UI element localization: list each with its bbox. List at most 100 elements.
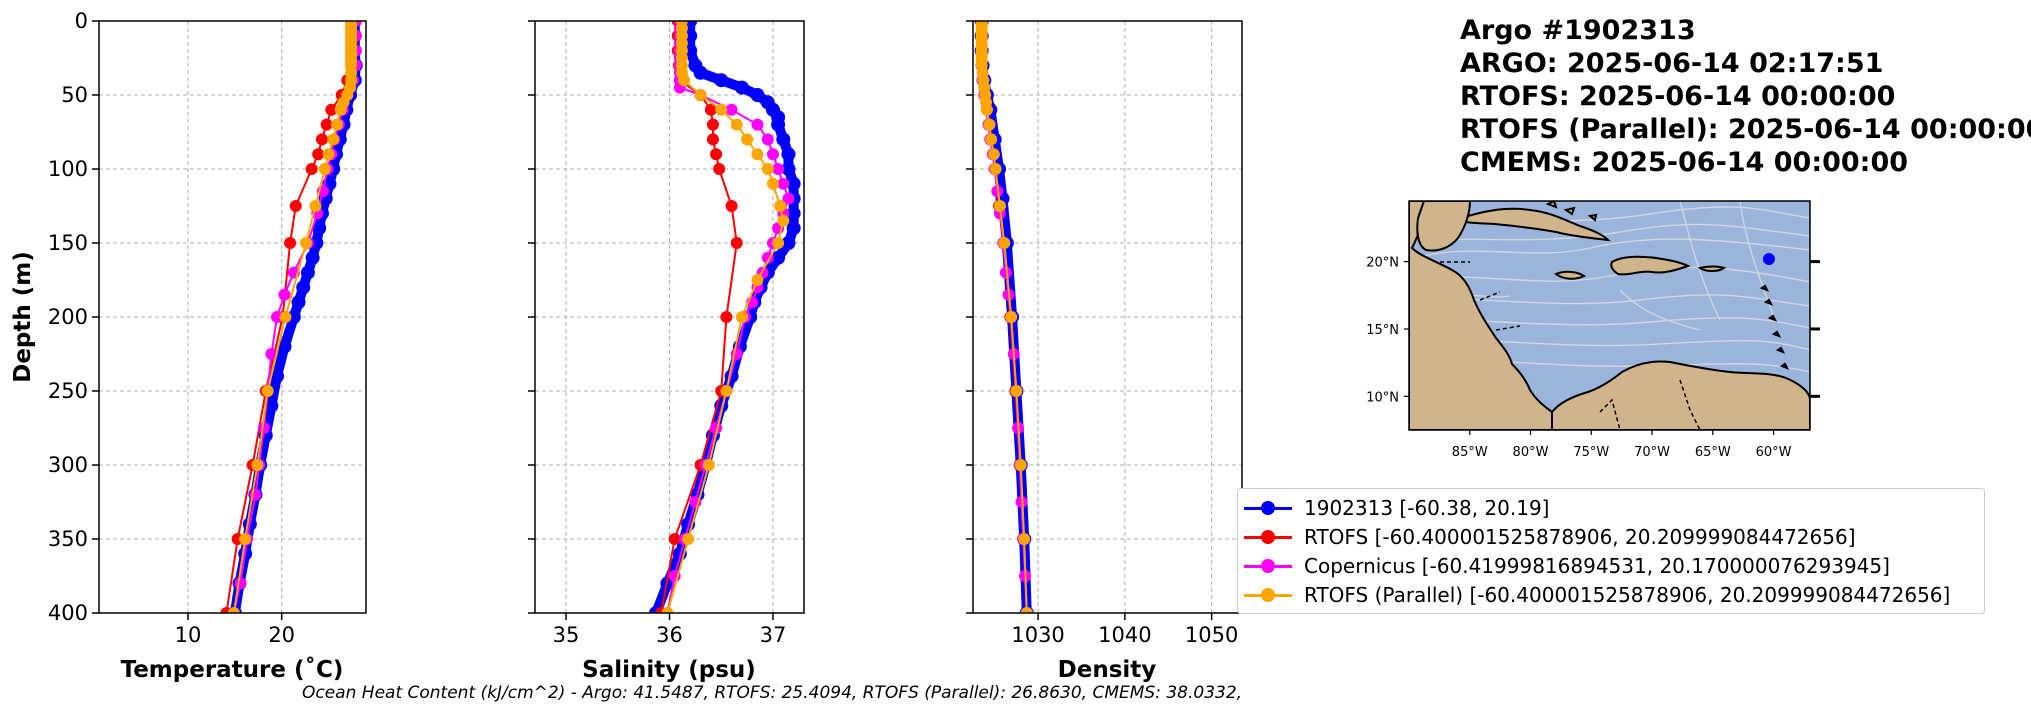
data-point	[761, 163, 774, 175]
map-borders	[1440, 261, 1701, 430]
data-point	[761, 133, 774, 146]
data-point	[305, 250, 320, 265]
data-point	[985, 133, 998, 146]
data-point	[730, 118, 743, 131]
data-point	[694, 89, 707, 101]
salinity-panel: 35 36 37 Salinity (psu)	[528, 20, 805, 683]
data-point	[327, 133, 340, 146]
data-point	[277, 339, 292, 354]
map-lon-label: 70°W	[1634, 445, 1670, 460]
data-point	[322, 148, 335, 161]
data-point	[300, 237, 313, 249]
data-point	[776, 132, 791, 147]
y-tick-label: 150	[48, 231, 88, 255]
data-point	[751, 148, 764, 161]
data-point	[772, 237, 785, 249]
legend-symbol	[1244, 498, 1292, 518]
data-point	[300, 265, 315, 280]
data-point	[286, 310, 301, 324]
salinity-ticks: 35 36 37	[528, 20, 786, 647]
data-point	[264, 398, 279, 413]
rtofs-parallel-time: RTOFS (Parallel): 2025-06-14 00:00:00	[1460, 114, 2031, 145]
x-tick-label: 1030	[1011, 623, 1064, 647]
data-point	[251, 459, 264, 471]
data-point	[312, 221, 327, 236]
legend-label: RTOFS [-60.400001525878906, 20.209999084…	[1304, 524, 1856, 549]
series-rtofs-parallel-	[975, 21, 1033, 613]
data-point	[781, 147, 796, 162]
legend-item-argo: 1902313 [-60.38, 20.19]	[1244, 493, 1984, 522]
data-point	[771, 117, 786, 132]
density-panel: 1030 1040 1050 Density	[966, 20, 1243, 683]
data-point	[730, 237, 743, 249]
data-point	[998, 237, 1011, 249]
data-point	[227, 607, 240, 613]
data-point	[766, 148, 779, 161]
data-point	[786, 221, 801, 236]
density-xlabel: Density	[1058, 657, 1157, 683]
data-point	[289, 200, 302, 212]
map-lon-label: 75°W	[1573, 445, 1609, 460]
density-series	[974, 21, 1034, 613]
y-tick-label: 100	[48, 157, 88, 181]
data-point	[720, 385, 733, 397]
data-point	[325, 103, 338, 116]
data-point	[980, 103, 993, 116]
data-point	[682, 533, 695, 545]
x-tick-label: 1040	[1098, 623, 1151, 647]
data-point	[271, 311, 283, 323]
data-point	[781, 236, 796, 250]
data-point	[987, 148, 1000, 161]
x-tick-label: 10	[175, 623, 202, 647]
cmems-time: CMEMS: 2025-06-14 00:00:00	[1460, 147, 1909, 178]
legend-symbol	[1244, 556, 1292, 576]
series-rtofs-parallel-	[661, 21, 790, 613]
density-ticks: 1030 1040 1050	[966, 20, 1238, 647]
data-point	[766, 177, 779, 190]
data-point	[741, 133, 754, 146]
legend-item-rtofs: RTOFS [-60.400001525878906, 20.209999084…	[1244, 522, 1984, 551]
data-point	[291, 295, 306, 310]
series-rtofs-parallel-	[227, 21, 358, 613]
map-ticks: 85°W 80°W 75°W 70°W 65°W 60°W 10°N 15°N 20°N	[1366, 256, 1820, 460]
legend-label: 1902313 [-60.38, 20.19]	[1304, 495, 1550, 520]
data-point	[751, 274, 764, 286]
data-point	[771, 250, 786, 265]
x-tick-label: 35	[553, 623, 580, 647]
data-point	[318, 163, 331, 175]
map-lat-label: 20°N	[1366, 256, 1399, 271]
map-lat-label: 15°N	[1366, 323, 1399, 338]
data-point	[334, 103, 347, 116]
legend-symbol	[1244, 527, 1292, 547]
y-tick-label: 300	[48, 453, 88, 477]
data-point	[735, 311, 748, 323]
data-point	[257, 422, 270, 434]
data-point	[714, 73, 729, 88]
y-tick-label: 350	[48, 527, 88, 551]
data-point	[786, 206, 801, 221]
data-point	[279, 311, 292, 323]
map-land	[1409, 201, 1810, 430]
data-point	[693, 65, 708, 80]
data-point	[278, 288, 291, 301]
data-point	[734, 80, 749, 95]
data-point	[261, 385, 274, 397]
y-tick-label: 200	[48, 305, 88, 329]
y-tick-label: 50	[61, 83, 88, 107]
data-point	[270, 369, 284, 384]
x-tick-label: 20	[268, 623, 295, 647]
data-point	[284, 237, 297, 249]
data-point	[1014, 459, 1027, 471]
data-point	[702, 459, 715, 471]
y-tick-label: 250	[48, 379, 88, 403]
location-map: 85°W 80°W 75°W 70°W 65°W 60°W 10°N 15°N 20°N	[1366, 200, 1820, 460]
data-point	[1005, 311, 1018, 323]
argo-location-marker	[1762, 253, 1775, 266]
data-point	[1018, 533, 1031, 545]
data-point	[999, 266, 1012, 279]
salinity-series	[649, 21, 801, 613]
data-point	[774, 200, 787, 212]
map-lon-label: 65°W	[1695, 445, 1731, 460]
